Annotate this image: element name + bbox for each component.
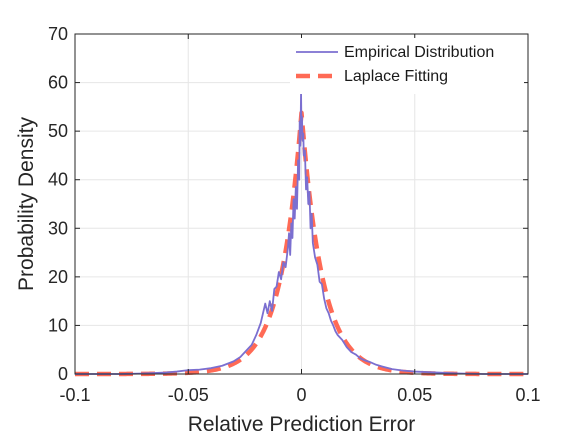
legend-label-laplace: Laplace Fitting [344,68,448,85]
y-tick-label: 40 [48,170,68,190]
y-tick-label: 60 [48,73,68,93]
ticks: -0.1 -0.05 0 0.05 0.1 0 10 20 30 40 50 60 70 [48,24,541,405]
x-tick-label: 0.1 [515,385,540,405]
y-tick-label: 70 [48,24,68,44]
x-tick-label: 0.05 [397,385,432,405]
y-tick-label: 0 [58,364,68,384]
x-tick-label: 0 [296,385,306,405]
legend-box [290,38,524,94]
y-tick-label: 20 [48,267,68,287]
y-tick-label: 50 [48,121,68,141]
y-axis-label: Probability Density [15,117,38,291]
legend-label-empirical: Empirical Distribution [344,44,494,61]
y-tick-label: 30 [48,218,68,238]
x-tick-label: -0.1 [59,385,90,405]
series-line-empirical [75,91,528,375]
x-axis-label: Relative Prediction Error [188,413,416,436]
x-tick-label: -0.05 [168,385,209,405]
y-tick-label: 10 [48,315,68,335]
legend: Empirical Distribution Laplace Fitting [290,38,524,94]
